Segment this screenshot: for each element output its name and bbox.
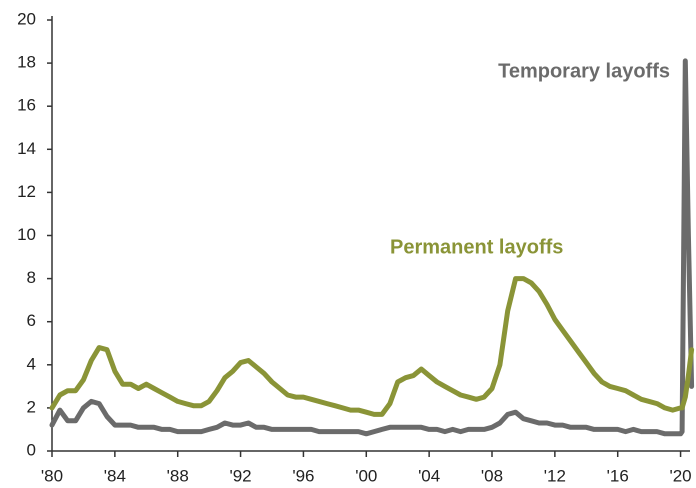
y-tick-label: 20: [17, 9, 36, 28]
x-tick-label: '20: [669, 466, 691, 485]
y-tick-label: 6: [27, 311, 36, 330]
x-tick-label: '04: [418, 466, 440, 485]
y-tick-label: 2: [27, 397, 36, 416]
y-tick-label: 12: [17, 182, 36, 201]
series-line: [49, 276, 695, 417]
y-tick-label: 14: [17, 139, 36, 158]
x-tick-label: '80: [41, 466, 63, 485]
y-tick-label: 18: [17, 53, 36, 72]
x-tick-label: '16: [607, 466, 629, 485]
series-label: Temporary layoffs: [498, 60, 670, 82]
y-tick-label: 4: [27, 354, 36, 373]
x-tick-label: '08: [481, 466, 503, 485]
x-tick-label: '00: [355, 466, 377, 485]
x-tick-label: '96: [292, 466, 314, 485]
y-tick-label: 0: [27, 440, 36, 459]
y-tick-label: 8: [27, 268, 36, 287]
series-line: [49, 58, 695, 437]
x-tick-label: '88: [167, 466, 189, 485]
x-tick-label: '12: [544, 466, 566, 485]
y-tick-label: 16: [17, 96, 36, 115]
x-tick-label: '84: [104, 466, 126, 485]
y-tick-label: 10: [17, 225, 36, 244]
x-tick-label: '92: [229, 466, 251, 485]
series-label: Permanent layoffs: [390, 236, 563, 258]
